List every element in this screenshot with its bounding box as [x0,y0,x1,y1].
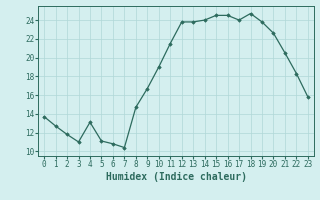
X-axis label: Humidex (Indice chaleur): Humidex (Indice chaleur) [106,172,246,182]
